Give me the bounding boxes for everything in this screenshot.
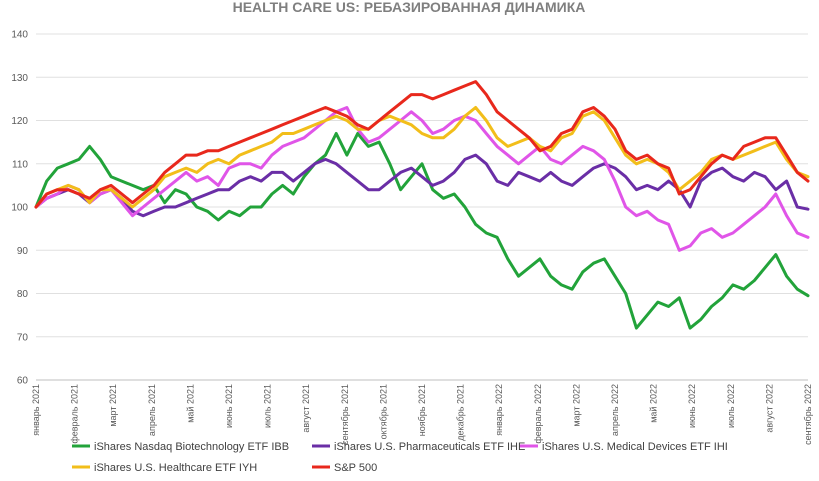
x-tick-label: февраль 2022 [533,384,543,444]
x-tick-label: март 2022 [571,384,581,427]
x-tick-label: июнь 2022 [687,384,697,428]
x-tick-label: декабрь 2021 [456,384,466,441]
legend-label: S&P 500 [334,462,377,474]
series-lines [34,80,810,330]
y-tick-label: 70 [17,332,29,343]
x-tick-label: январь 2022 [494,384,504,436]
x-tick-label: январь 2021 [31,384,41,436]
x-tick-label: февраль 2021 [70,384,80,444]
x-tick-label: апрель 2021 [147,384,157,436]
y-axis-ticks: 60 70 80 90 100 110 120 130 140 [11,30,28,387]
x-axis-ticks: январь 2021 февраль 2021 март 2021 апрель 2… [31,384,813,445]
x-tick-label: март 2021 [108,384,118,427]
x-tick-label: апрель 2022 [610,384,620,436]
y-tick-label: 90 [17,246,29,257]
x-tick-label: май 2021 [185,384,195,423]
series-line-2 [34,106,810,252]
y-tick-label: 60 [17,376,29,387]
y-tick-label: 120 [11,116,28,127]
legend-label: iShares U.S. Medical Devices ETF IHI [542,441,728,453]
x-tick-label: сентябрь 2022 [803,384,813,445]
y-tick-label: 140 [11,30,28,41]
y-tick-label: 100 [11,203,28,214]
x-tick-label: июль 2021 [263,384,273,428]
legend-label: iShares Nasdaq Biotechnology ETF IBB [94,441,289,453]
x-tick-label: июль 2022 [726,384,736,428]
legend-label: iShares U.S. Healthcare ETF IYH [94,462,257,474]
legend-label: iShares U.S. Pharmaceuticals ETF IHE [334,441,525,453]
y-tick-label: 80 [17,289,29,300]
x-tick-label: июнь 2021 [224,384,234,428]
y-tick-label: 130 [11,73,28,84]
chart-title: HEALTH CARE US: РЕБАЗИРОВАННАЯ ДИНАМИКА [233,0,586,15]
series-line-3 [34,106,810,209]
x-tick-label: август 2022 [764,384,774,433]
x-tick-label: сентябрь 2021 [340,384,350,445]
series-line-0 [34,132,810,330]
legend: iShares Nasdaq Biotechnology ETF IBB iSha… [72,441,728,474]
x-tick-label: август 2021 [301,384,311,433]
series-line-4 [34,80,810,209]
x-tick-label: май 2022 [649,384,659,423]
x-tick-label: октябрь 2021 [378,384,388,439]
y-tick-label: 110 [12,159,28,170]
x-tick-label: ноябрь 2021 [417,384,427,436]
